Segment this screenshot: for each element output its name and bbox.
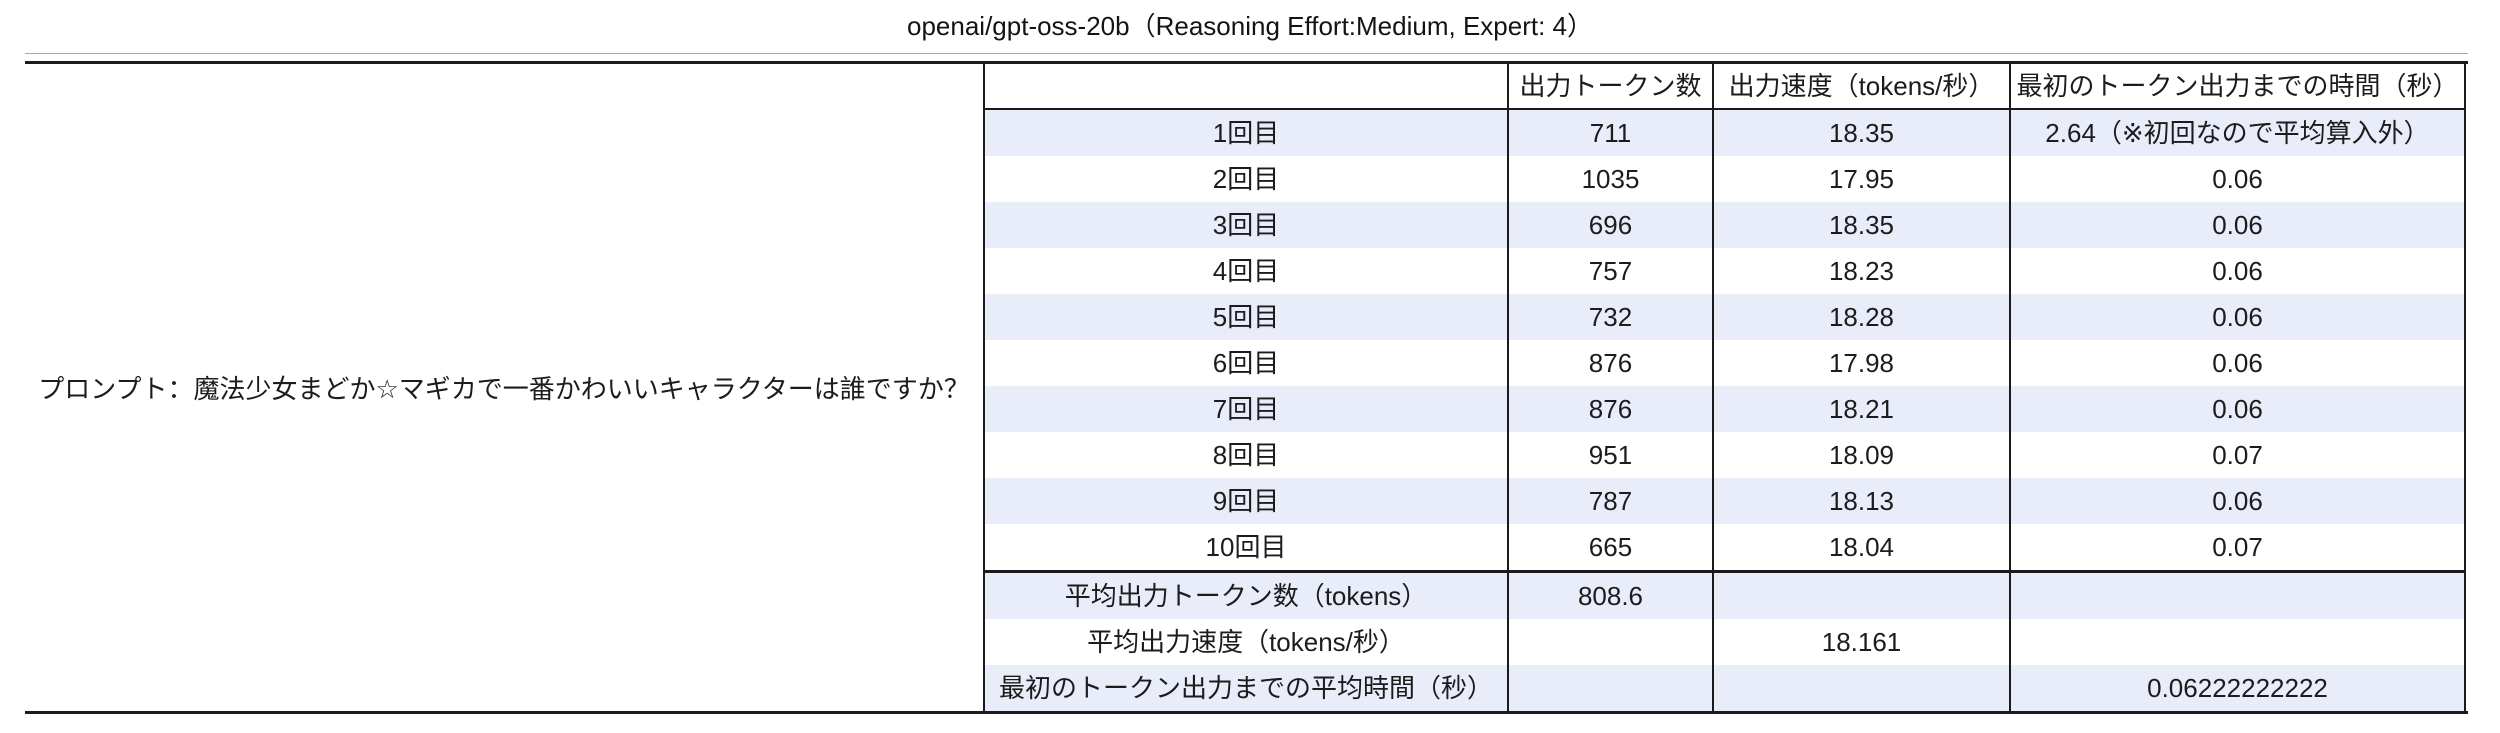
table-row: 2回目 1035 17.95 0.06 xyxy=(985,156,2464,202)
ttft-cell: 0.07 xyxy=(2009,432,2464,478)
results-grid: 出力トークン数 出力速度（tokens/秒） 最初のトークン出力までの時間（秒）… xyxy=(985,64,2466,711)
run-label-cell: 1回目 xyxy=(1212,118,1280,148)
run-label-cell: 6回目 xyxy=(1212,348,1280,378)
ttft-cell xyxy=(2009,573,2464,619)
ttft-cell: 0.07 xyxy=(2009,524,2464,570)
ttft-cell: 0.06 xyxy=(2009,478,2464,524)
tokens-cell xyxy=(1507,665,1712,711)
table-row: 4回目 757 18.23 0.06 xyxy=(985,248,2464,294)
summary-rows: 平均出力トークン数（tokens） 808.6 平均出力速度（tokens/秒） 18… xyxy=(985,573,2464,711)
table-row: 平均出力トークン数（tokens） 808.6 xyxy=(985,573,2464,619)
ttft-cell: 2.64（※初回なので平均算入外） xyxy=(2009,110,2464,156)
speed-cell: 18.35 xyxy=(1712,202,2009,248)
table-row: 3回目 696 18.35 0.06 xyxy=(985,202,2464,248)
speed-cell xyxy=(1712,665,2009,711)
speed-cell: 18.28 xyxy=(1712,294,2009,340)
ttft-cell: 0.06222222222 xyxy=(2009,665,2464,711)
table-row: 10回目 665 18.04 0.07 xyxy=(985,524,2464,570)
speed-cell: 18.35 xyxy=(1712,110,2009,156)
table-row: 1回目 711 18.35 2.64（※初回なので平均算入外） xyxy=(985,110,2464,156)
header-run-cell xyxy=(985,64,1507,108)
speed-cell: 18.09 xyxy=(1712,432,2009,478)
run-label-cell: 7回目 xyxy=(1212,394,1280,424)
tokens-cell: 1035 xyxy=(1507,156,1712,202)
prompt-cell: プロンプト：魔法少女まどか☆マギカで一番かわいいキャラクターは誰ですか？ xyxy=(25,64,985,711)
header-row: 出力トークン数 出力速度（tokens/秒） 最初のトークン出力までの時間（秒） xyxy=(985,64,2464,110)
summary-label-cell: 最初のトークン出力までの平均時間（秒） xyxy=(998,673,1493,703)
ttft-cell: 0.06 xyxy=(2009,156,2464,202)
table-row: 5回目 732 18.28 0.06 xyxy=(985,294,2464,340)
tokens-cell: 808.6 xyxy=(1507,573,1712,619)
run-label-cell: 2回目 xyxy=(1212,164,1280,194)
speed-cell: 18.23 xyxy=(1712,248,2009,294)
table-body: プロンプト：魔法少女まどか☆マギカで一番かわいいキャラクターは誰ですか？ 出力ト… xyxy=(25,61,2468,714)
header-ttft-cell: 最初のトークン出力までの時間（秒） xyxy=(2009,64,2464,108)
speed-cell: 18.04 xyxy=(1712,524,2009,570)
tokens-cell: 711 xyxy=(1507,110,1712,156)
speed-cell: 17.95 xyxy=(1712,156,2009,202)
ttft-cell xyxy=(2009,619,2464,665)
tokens-cell xyxy=(1507,619,1712,665)
summary-separator xyxy=(985,570,2464,573)
table-row: 6回目 876 17.98 0.06 xyxy=(985,340,2464,386)
run-label-cell: 3回目 xyxy=(1212,210,1280,240)
speed-cell: 18.13 xyxy=(1712,478,2009,524)
tokens-cell: 696 xyxy=(1507,202,1712,248)
tokens-cell: 665 xyxy=(1507,524,1712,570)
run-label-cell: 5回目 xyxy=(1212,302,1280,332)
tokens-cell: 951 xyxy=(1507,432,1712,478)
table-row: 8回目 951 18.09 0.07 xyxy=(985,432,2464,478)
ttft-cell: 0.06 xyxy=(2009,248,2464,294)
tokens-cell: 876 xyxy=(1507,340,1712,386)
data-rows: 1回目 711 18.35 2.64（※初回なので平均算入外） 2回目 1035 17.95… xyxy=(985,110,2464,570)
top-thin-rule xyxy=(25,53,2468,54)
speed-cell: 18.161 xyxy=(1712,619,2009,665)
summary-label-cell: 平均出力トークン数（tokens） xyxy=(1064,581,1428,611)
run-label-cell: 4回目 xyxy=(1212,256,1280,286)
table-row: 7回目 876 18.21 0.06 xyxy=(985,386,2464,432)
ttft-cell: 0.06 xyxy=(2009,294,2464,340)
header-tokens-cell: 出力トークン数 xyxy=(1507,64,1712,108)
ttft-cell: 0.06 xyxy=(2009,340,2464,386)
table-row: 9回目 787 18.13 0.06 xyxy=(985,478,2464,524)
page-title: openai/gpt-oss-20b（Reasoning Effort:Medi… xyxy=(907,11,1593,41)
speed-cell xyxy=(1712,573,2009,619)
ttft-cell: 0.06 xyxy=(2009,386,2464,432)
header-speed-cell: 出力速度（tokens/秒） xyxy=(1712,64,2009,108)
table-row: 最初のトークン出力までの平均時間（秒） 0.06222222222 xyxy=(985,665,2464,711)
ttft-cell: 0.06 xyxy=(2009,202,2464,248)
tokens-cell: 876 xyxy=(1507,386,1712,432)
run-label-cell: 9回目 xyxy=(1212,486,1280,516)
run-label-cell: 8回目 xyxy=(1212,440,1280,470)
table-row: 平均出力速度（tokens/秒） 18.161 xyxy=(985,619,2464,665)
run-label-cell: 10回目 xyxy=(1205,532,1287,562)
tokens-cell: 757 xyxy=(1507,248,1712,294)
speed-cell: 17.98 xyxy=(1712,340,2009,386)
tokens-cell: 732 xyxy=(1507,294,1712,340)
tokens-cell: 787 xyxy=(1507,478,1712,524)
benchmark-table: プロンプト：魔法少女まどか☆マギカで一番かわいいキャラクターは誰ですか？ 出力ト… xyxy=(25,53,2468,714)
summary-label-cell: 平均出力速度（tokens/秒） xyxy=(1087,627,1405,657)
speed-cell: 18.21 xyxy=(1712,386,2009,432)
